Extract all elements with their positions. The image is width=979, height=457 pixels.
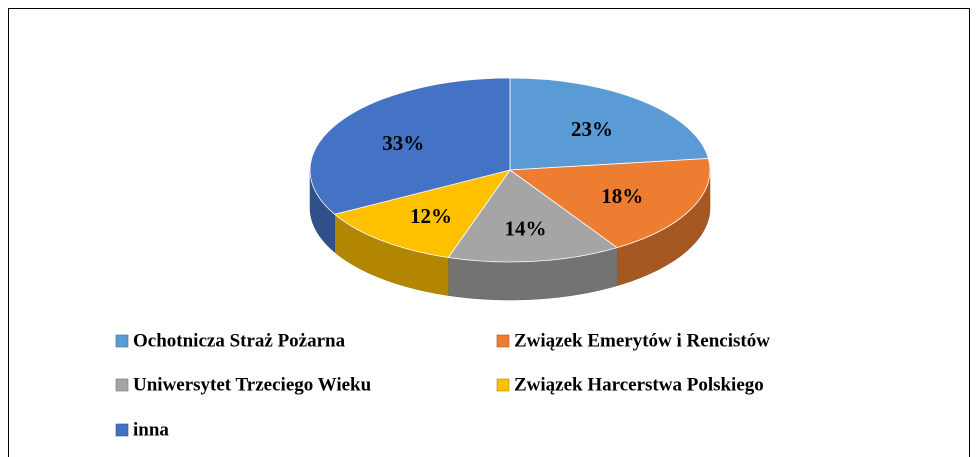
legend-label: Ochotnicza Straż Pożarna [133,330,346,351]
data-label: 33% [382,131,424,155]
legend-swatch [115,378,129,392]
pie-tops [309,77,711,263]
legend-swatch [115,334,129,348]
legend: Ochotnicza Straż Pożarna Związek Emerytów… [115,330,770,440]
data-label: 23% [571,117,613,141]
legend-label: Związek Emerytów i Rencistów [514,330,770,351]
legend-label: Uniwersytet Trzeciego Wieku [133,374,372,395]
legend-swatch [496,378,510,392]
data-labels: 23% 18% 14% 12% 33% [382,117,643,240]
slice [447,169,619,263]
legend-label: Związek Harcerstwa Polskiego [514,374,764,395]
slice [509,77,709,171]
legend-swatch [496,334,510,348]
data-label: 18% [601,184,643,208]
slice [508,158,711,249]
slice [309,77,511,215]
legend-label: inna [133,419,169,440]
slice [333,169,511,258]
data-label: 14% [505,216,547,240]
data-label: 12% [410,204,452,228]
pie-sides [309,169,711,301]
legend-swatch [115,423,129,437]
